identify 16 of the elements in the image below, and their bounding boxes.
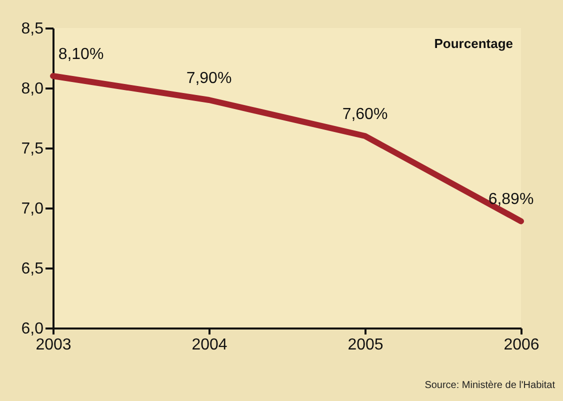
y-tick-label: 6,5 bbox=[21, 260, 44, 278]
y-tick-label: 8,5 bbox=[21, 20, 44, 38]
x-tick-label: 2004 bbox=[192, 336, 228, 354]
y-tick-label: 8,0 bbox=[21, 80, 44, 98]
y-tick-label: 7,5 bbox=[21, 140, 44, 158]
x-tick-label: 2005 bbox=[348, 336, 384, 354]
data-label: 8,10% bbox=[58, 46, 104, 63]
annotation: Pourcentage bbox=[434, 36, 513, 51]
y-tick-label: 6,0 bbox=[21, 320, 44, 338]
data-label: 6,89% bbox=[488, 191, 534, 208]
x-tick-label: 2006 bbox=[504, 336, 540, 354]
y-tick-label: 7,0 bbox=[21, 200, 44, 218]
x-tick-label: 2003 bbox=[36, 336, 72, 354]
data-label: 7,60% bbox=[342, 106, 388, 123]
source-note: Source: Ministère de l'Habitat bbox=[424, 380, 555, 391]
data-label: 7,90% bbox=[186, 70, 232, 87]
